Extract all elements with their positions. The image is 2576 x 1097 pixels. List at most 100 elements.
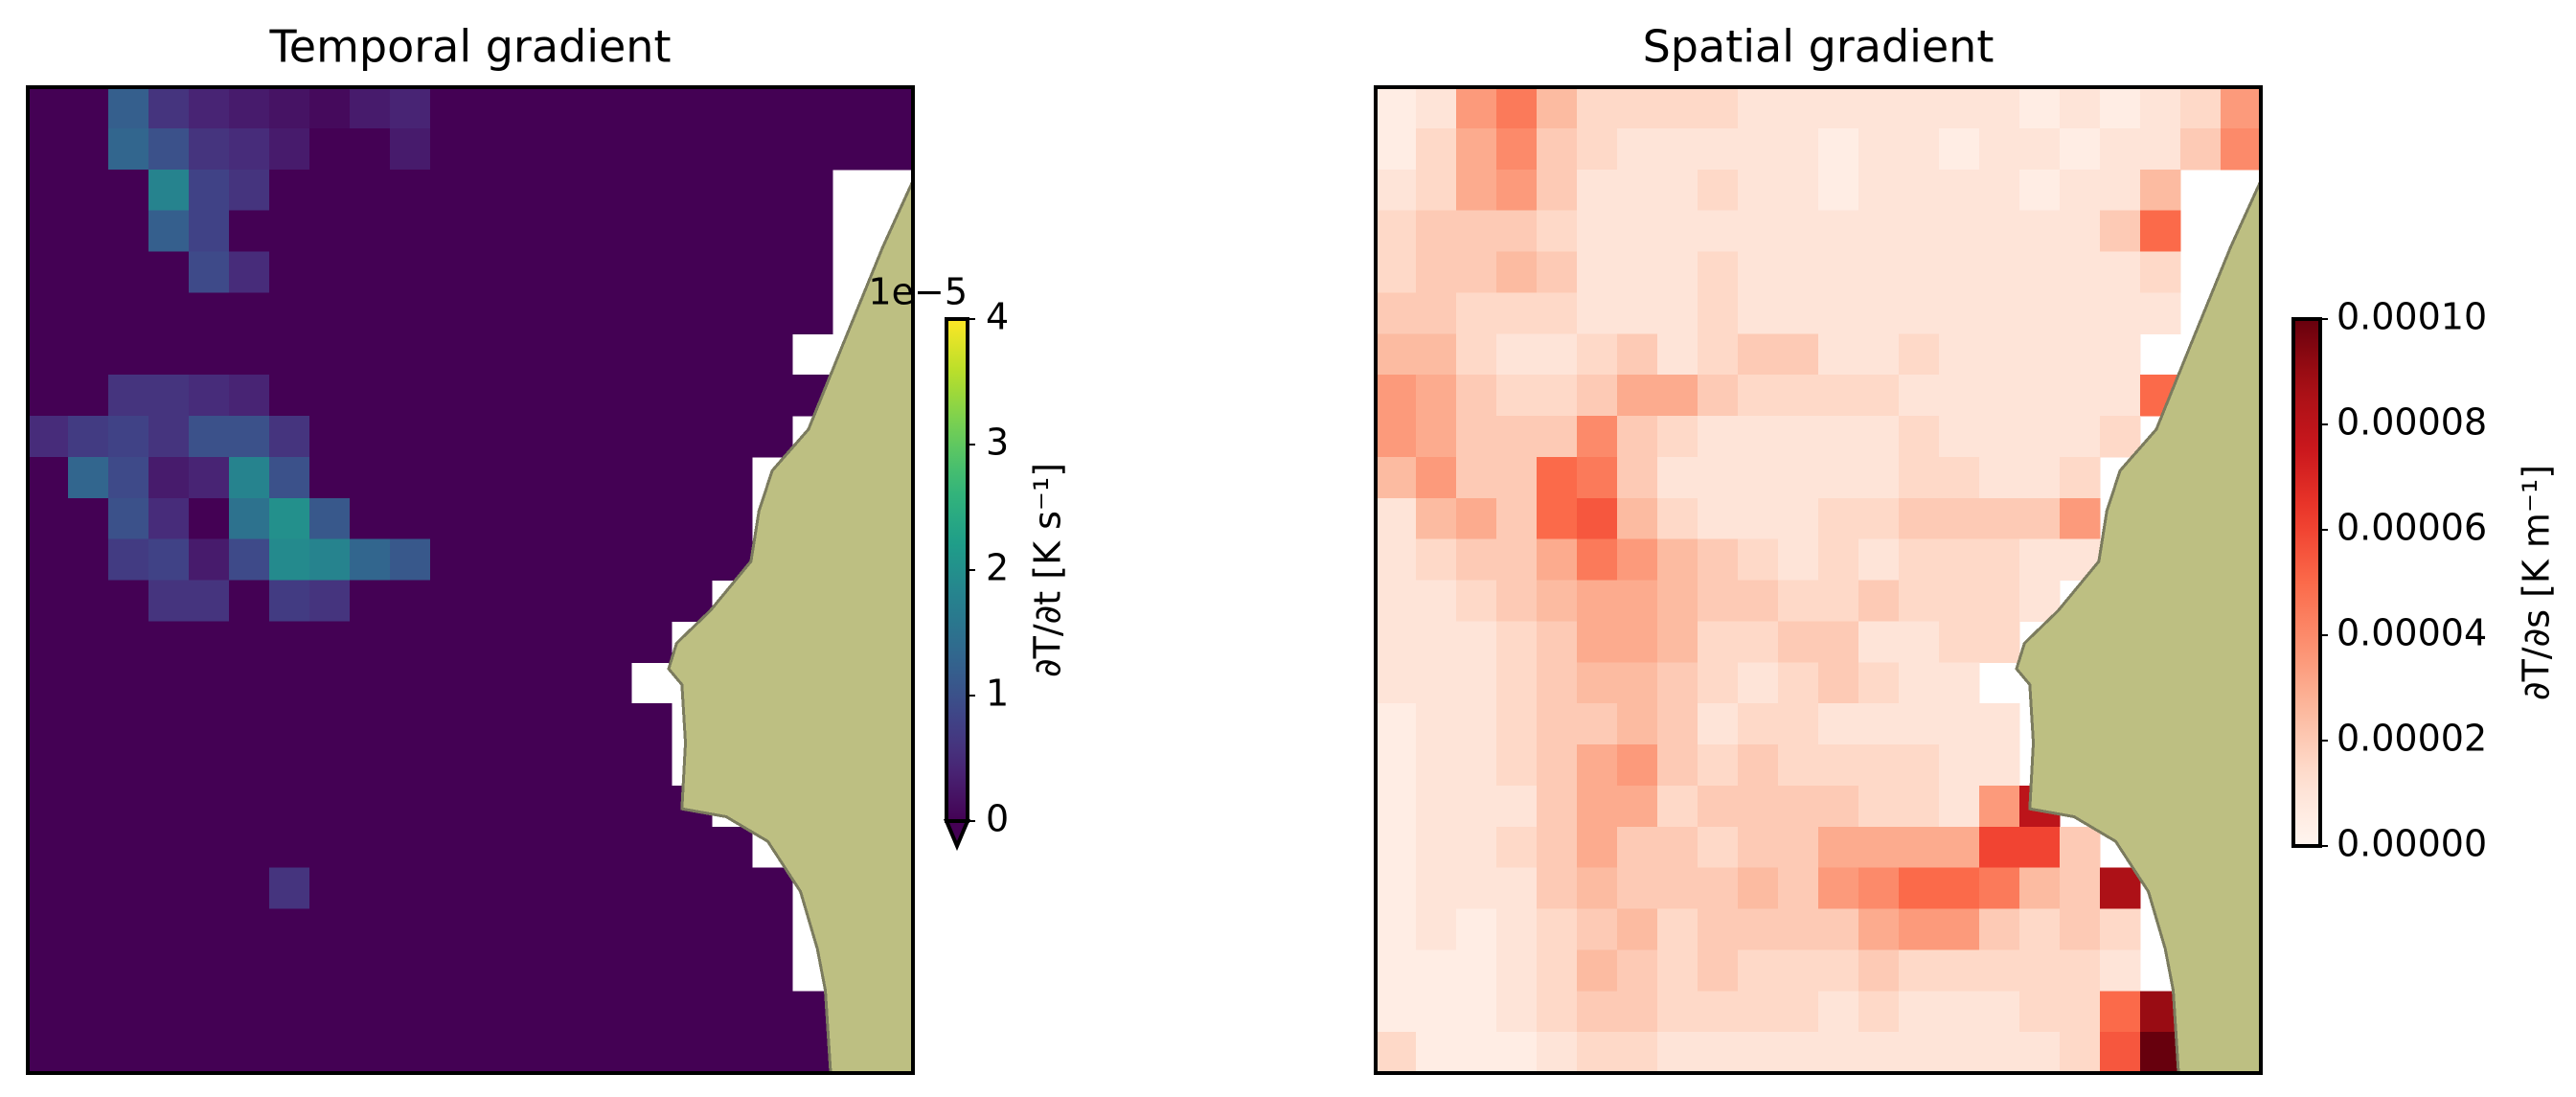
heatmap-cell [1617,949,1658,992]
heatmap-cell [631,251,672,293]
heatmap-cell [430,621,471,663]
heatmap-cell [28,703,69,745]
heatmap-cell [28,292,69,334]
heatmap-cell [1537,580,1578,622]
heatmap-cell [430,127,471,171]
heatmap-cell [1537,538,1578,582]
heatmap-cell [350,497,391,540]
heatmap-cell [1979,785,2020,828]
heatmap-cell [1738,826,1779,869]
colorbar [2291,317,2322,848]
heatmap-cell [28,456,69,499]
heatmap-cell [28,785,69,828]
heatmap-cell [1617,703,1658,745]
heatmap-cell [108,785,149,828]
heatmap-cell [1416,210,1457,253]
heatmap-cell [148,785,190,828]
heatmap-cell [1376,744,1417,787]
heatmap-cell [1456,538,1497,582]
heatmap-cell [108,949,149,992]
colorbar-tick-label: 4 [986,296,1009,338]
heatmap-cell [1858,169,1900,212]
heatmap-cell [712,826,753,869]
heatmap-cell [2060,416,2101,458]
heatmap-cell [1496,251,1538,293]
colorbar-tick-label: 0.00004 [2337,612,2487,654]
heatmap-cell [2060,87,2101,129]
heatmap-cell [1738,416,1779,458]
colorbar-extend [943,819,971,852]
heatmap-cell [672,416,713,458]
heatmap-cell [189,662,230,704]
heatmap-cell [1456,292,1497,334]
heatmap-cell [470,456,512,499]
heatmap-cell [108,456,149,499]
heatmap-cell [511,908,552,950]
heatmap-cell [1456,826,1497,869]
heatmap-cell [1899,1032,1940,1073]
heatmap-cell [68,785,109,828]
heatmap-cell [2060,333,2101,376]
heatmap-cell [1657,826,1698,869]
heatmap-cell [1698,251,1739,293]
heatmap-cell [631,949,672,992]
heatmap-cell [631,169,672,212]
heatmap-cell [1818,87,1859,129]
heatmap-cell [1496,416,1538,458]
heatmap-cell [551,169,592,212]
heatmap-cell [390,1032,431,1073]
heatmap-cell [1577,456,1618,499]
heatmap-cell [1537,991,1578,1033]
heatmap-cell [2060,949,2101,992]
heatmap-cell [1698,87,1739,129]
heatmap-cell [672,1032,713,1073]
heatmap-cell [672,538,713,582]
heatmap-cell [1577,375,1618,417]
heatmap-cell [511,867,552,910]
heatmap-cell [1698,580,1739,622]
heatmap-cell [672,127,713,171]
colorbar-tick-label: 0.00006 [2337,507,2487,549]
heatmap-cell [591,621,632,663]
heatmap-cell [1657,867,1698,910]
heatmap-cell [1657,785,1698,828]
heatmap-cell [1617,621,1658,663]
colorbar-tick-label: 2 [986,547,1009,589]
heatmap-cell [1858,785,1900,828]
heatmap-cell [1456,416,1497,458]
heatmap-cell [631,580,672,622]
heatmap-cell [551,991,592,1033]
heatmap-cell [1496,456,1538,499]
heatmap-cell [1858,456,1900,499]
heatmap-cell [269,580,310,622]
heatmap-cell [1698,621,1739,663]
heatmap-cell [832,127,874,171]
heatmap-cell [1698,210,1739,253]
heatmap-cell [2019,949,2061,992]
heatmap-cell [108,538,149,582]
heatmap-cell [2019,251,2061,293]
heatmap-cell [1698,127,1739,171]
heatmap-cell [1858,867,1900,910]
heatmap-cell [1979,87,2020,129]
heatmap-cell [1657,991,1698,1033]
heatmap-cell [1939,210,1980,253]
heatmap-cell [1698,744,1739,787]
heatmap-cell [309,169,351,212]
heatmap-cell [1416,744,1457,787]
heatmap-cell [1939,744,1980,787]
heatmap-cell [1537,251,1578,293]
heatmap-cell [350,908,391,950]
heatmap-cell [1416,949,1457,992]
heatmap-cell [1979,333,2020,376]
heatmap-cell [1818,456,1859,499]
heatmap-cell [350,538,391,582]
heatmap-cell [2060,497,2101,540]
heatmap-cell [108,127,149,171]
heatmap-cell [309,621,351,663]
heatmap-cell [1376,949,1417,992]
heatmap-cell [1617,1032,1658,1073]
heatmap-cell [752,908,793,950]
heatmap-cell [1899,169,1940,212]
heatmap-cell [1939,497,1980,540]
